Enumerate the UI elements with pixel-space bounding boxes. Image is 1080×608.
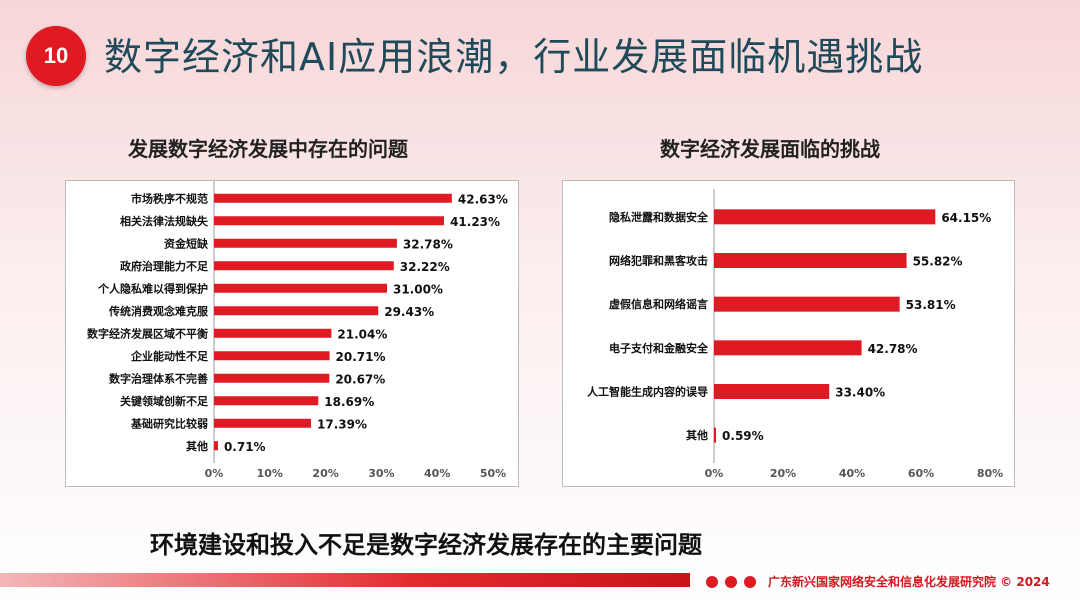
x-tick-label: 20% (770, 467, 796, 480)
value-label: 31.00% (393, 282, 443, 296)
value-label: 20.71% (336, 350, 386, 364)
x-tick-label: 40% (424, 467, 450, 480)
bar (214, 351, 330, 361)
bar (214, 441, 218, 451)
slide-number-badge: 10 (26, 26, 86, 86)
bar (714, 427, 717, 443)
value-label: 21.04% (337, 327, 387, 341)
slide-title: 数字经济和AI应用浪潮，行业发展面临机遇挑战 (104, 35, 924, 79)
value-label: 20.67% (335, 372, 385, 386)
x-tick-label: 60% (908, 467, 934, 480)
bar (714, 340, 862, 356)
category-label: 相关法律法规缺失 (120, 214, 209, 228)
value-label: 18.69% (324, 395, 374, 409)
conclusion-text: 环境建设和投入不足是数字经济发展存在的主要问题 (150, 531, 702, 559)
x-tick-label: 0% (705, 467, 724, 480)
value-label: 0.59% (722, 429, 764, 443)
value-label: 33.40% (835, 386, 885, 400)
footer-dot (744, 576, 756, 588)
value-label: 0.71% (224, 440, 266, 454)
value-label: 32.22% (400, 260, 450, 274)
bar (214, 216, 445, 226)
category-label: 企业能动性不足 (130, 349, 209, 363)
organization-credit: 广东新兴国家网络安全和信息化发展研究院 © 2024 (768, 575, 1050, 589)
bar (214, 193, 452, 203)
footer-dot (706, 576, 718, 588)
bar (214, 373, 330, 383)
value-label: 41.23% (450, 215, 500, 229)
bar (214, 418, 312, 428)
bar (214, 238, 397, 248)
bar (714, 384, 830, 399)
category-label: 政府治理能力不足 (120, 259, 209, 273)
value-label: 53.81% (906, 298, 956, 312)
value-label: 42.63% (458, 192, 508, 206)
category-label: 数字经济发展区域不平衡 (87, 326, 208, 340)
category-label: 其他 (686, 428, 708, 442)
value-label: 42.78% (868, 342, 918, 356)
category-label: 传统消费观念难克服 (108, 304, 209, 318)
chart-2-svg: 隐私泄露和数据安全 64.15% 网络犯罪和黑客攻击 55.82% 虚假信息和网络谣言 5… (587, 189, 1003, 480)
value-label: 29.43% (384, 305, 434, 319)
chart-1-panel: 市场秩序不规范 42.63% 相关法律法规缺失 41.23% 资金短缺 32.78% 政府治… (65, 180, 519, 487)
bar (714, 209, 936, 225)
x-tick-label: 20% (312, 467, 338, 480)
category-label: 市场秩序不规范 (131, 191, 208, 205)
category-label: 资金短缺 (164, 236, 209, 250)
x-tick-label: 10% (257, 467, 283, 480)
chart-1-svg: 市场秩序不规范 42.63% 相关法律法规缺失 41.23% 资金短缺 32.78% 政府治… (87, 181, 508, 480)
bar (214, 306, 379, 316)
bar (714, 296, 900, 312)
category-label: 网络犯罪和黑客攻击 (609, 254, 708, 268)
bar (214, 261, 394, 271)
category-label: 基础研究比较弱 (130, 416, 208, 430)
chart-2-title: 数字经济发展面临的挑战 (660, 137, 880, 161)
category-label: 其他 (186, 439, 208, 453)
x-tick-label: 40% (839, 467, 865, 480)
x-tick-label: 30% (368, 467, 394, 480)
value-label: 64.15% (941, 211, 991, 225)
category-label: 电子支付和金融安全 (609, 341, 709, 355)
bar (214, 328, 332, 338)
chart-2-panel: 隐私泄露和数据安全 64.15% 网络犯罪和黑客攻击 55.82% 虚假信息和网络谣言 5… (562, 180, 1015, 487)
bar (214, 396, 319, 406)
value-label: 55.82% (913, 255, 963, 269)
category-label: 隐私泄露和数据安全 (609, 210, 709, 224)
x-tick-label: 50% (480, 467, 506, 480)
title-bar: 10 数字经济和AI应用浪潮，行业发展面临机遇挑战 (0, 0, 1080, 100)
footer-dots (706, 576, 756, 588)
footer-dot (725, 576, 737, 588)
bar (714, 253, 907, 268)
category-label: 数字治理体系不完善 (109, 371, 208, 385)
x-tick-label: 80% (977, 467, 1003, 480)
category-label: 个人隐私难以得到保护 (97, 281, 208, 295)
value-label: 32.78% (403, 237, 453, 251)
x-tick-label: 0% (205, 467, 224, 480)
category-label: 人工智能生成内容的误导 (587, 385, 708, 399)
bar (214, 283, 387, 293)
category-label: 关键领域创新不足 (120, 394, 209, 408)
category-label: 虚假信息和网络谣言 (609, 297, 708, 311)
chart-1-title: 发展数字经济发展中存在的问题 (128, 137, 408, 161)
footer-bar (0, 573, 690, 587)
value-label: 17.39% (317, 417, 367, 431)
